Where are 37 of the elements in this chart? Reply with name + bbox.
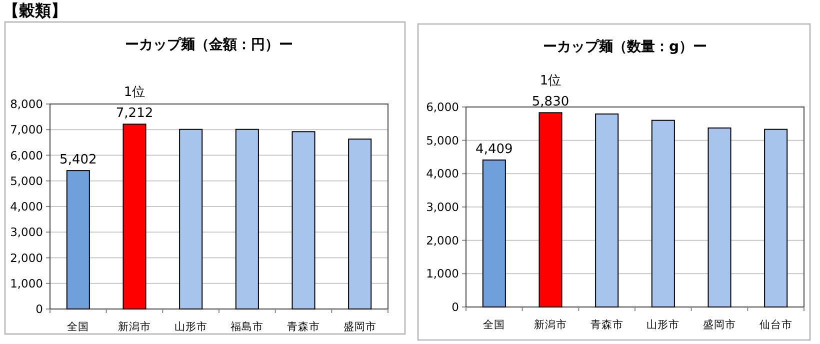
x-tick-label: 新潟市 bbox=[534, 318, 567, 331]
y-tick-label: 6,000 bbox=[426, 100, 459, 114]
y-tick-label: 4,000 bbox=[426, 166, 459, 181]
y-tick-label: 2,000 bbox=[10, 250, 43, 265]
x-tick-label: 青森市 bbox=[590, 318, 624, 331]
data-label: 7,212 bbox=[116, 106, 154, 122]
annotation: 1位 bbox=[540, 74, 562, 89]
x-tick-label: 山形市 bbox=[174, 320, 208, 333]
y-tick-label: 1,000 bbox=[426, 266, 459, 281]
y-tick-label: 3,000 bbox=[10, 225, 43, 240]
y-tick-label: 5,000 bbox=[426, 133, 459, 148]
data-label: 5,402 bbox=[60, 152, 97, 168]
y-tick-label: 0 bbox=[36, 302, 43, 316]
chart-title: ーカップ麺（数量：g）ー bbox=[542, 38, 708, 55]
y-tick-label: 1,000 bbox=[10, 276, 43, 290]
x-tick-label: 盛岡市 bbox=[703, 318, 736, 331]
text: 【穀類】 bbox=[3, 1, 67, 20]
x-tick-label: 仙台市 bbox=[759, 318, 792, 331]
y-tick-label: 3,000 bbox=[426, 200, 459, 214]
x-tick-label: 山形市 bbox=[646, 318, 680, 331]
y-tick-label: 4,000 bbox=[10, 200, 43, 214]
data-label: 4,409 bbox=[476, 142, 513, 158]
x-tick-label: 盛岡市 bbox=[343, 320, 376, 333]
chart-title: ーカップ麺（金額：円）ー bbox=[125, 36, 293, 53]
x-tick-label: 青森市 bbox=[287, 320, 320, 333]
y-tick-label: 7,000 bbox=[10, 122, 43, 137]
x-tick-label: 全国 bbox=[483, 319, 506, 331]
y-tick-label: 2,000 bbox=[426, 233, 459, 248]
x-tick-label: 新潟市 bbox=[118, 320, 151, 333]
y-tick-label: 0 bbox=[452, 300, 459, 314]
annotation: 1位 bbox=[124, 85, 146, 100]
y-tick-label: 6,000 bbox=[10, 148, 43, 162]
y-tick-label: 5,000 bbox=[10, 174, 43, 188]
x-tick-label: 福島市 bbox=[230, 320, 264, 333]
y-tick-label: 8,000 bbox=[10, 97, 43, 111]
data-label: 5,830 bbox=[532, 94, 570, 110]
x-tick-label: 全国 bbox=[67, 321, 90, 333]
